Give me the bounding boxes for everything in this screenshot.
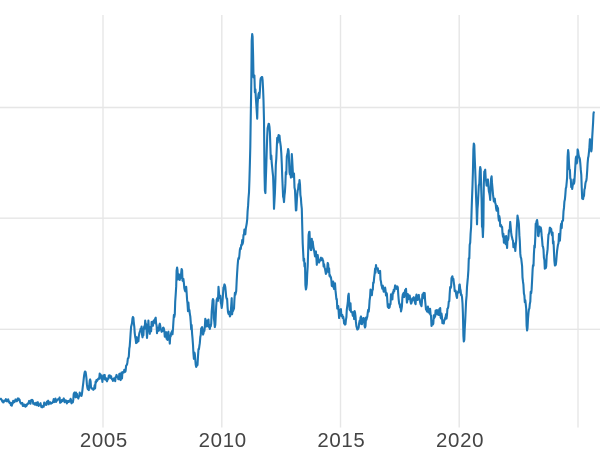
svg-text:2020: 2020 — [436, 430, 484, 450]
svg-text:2010: 2010 — [199, 430, 247, 450]
svg-text:2005: 2005 — [80, 430, 128, 450]
svg-text:2015: 2015 — [317, 430, 365, 450]
